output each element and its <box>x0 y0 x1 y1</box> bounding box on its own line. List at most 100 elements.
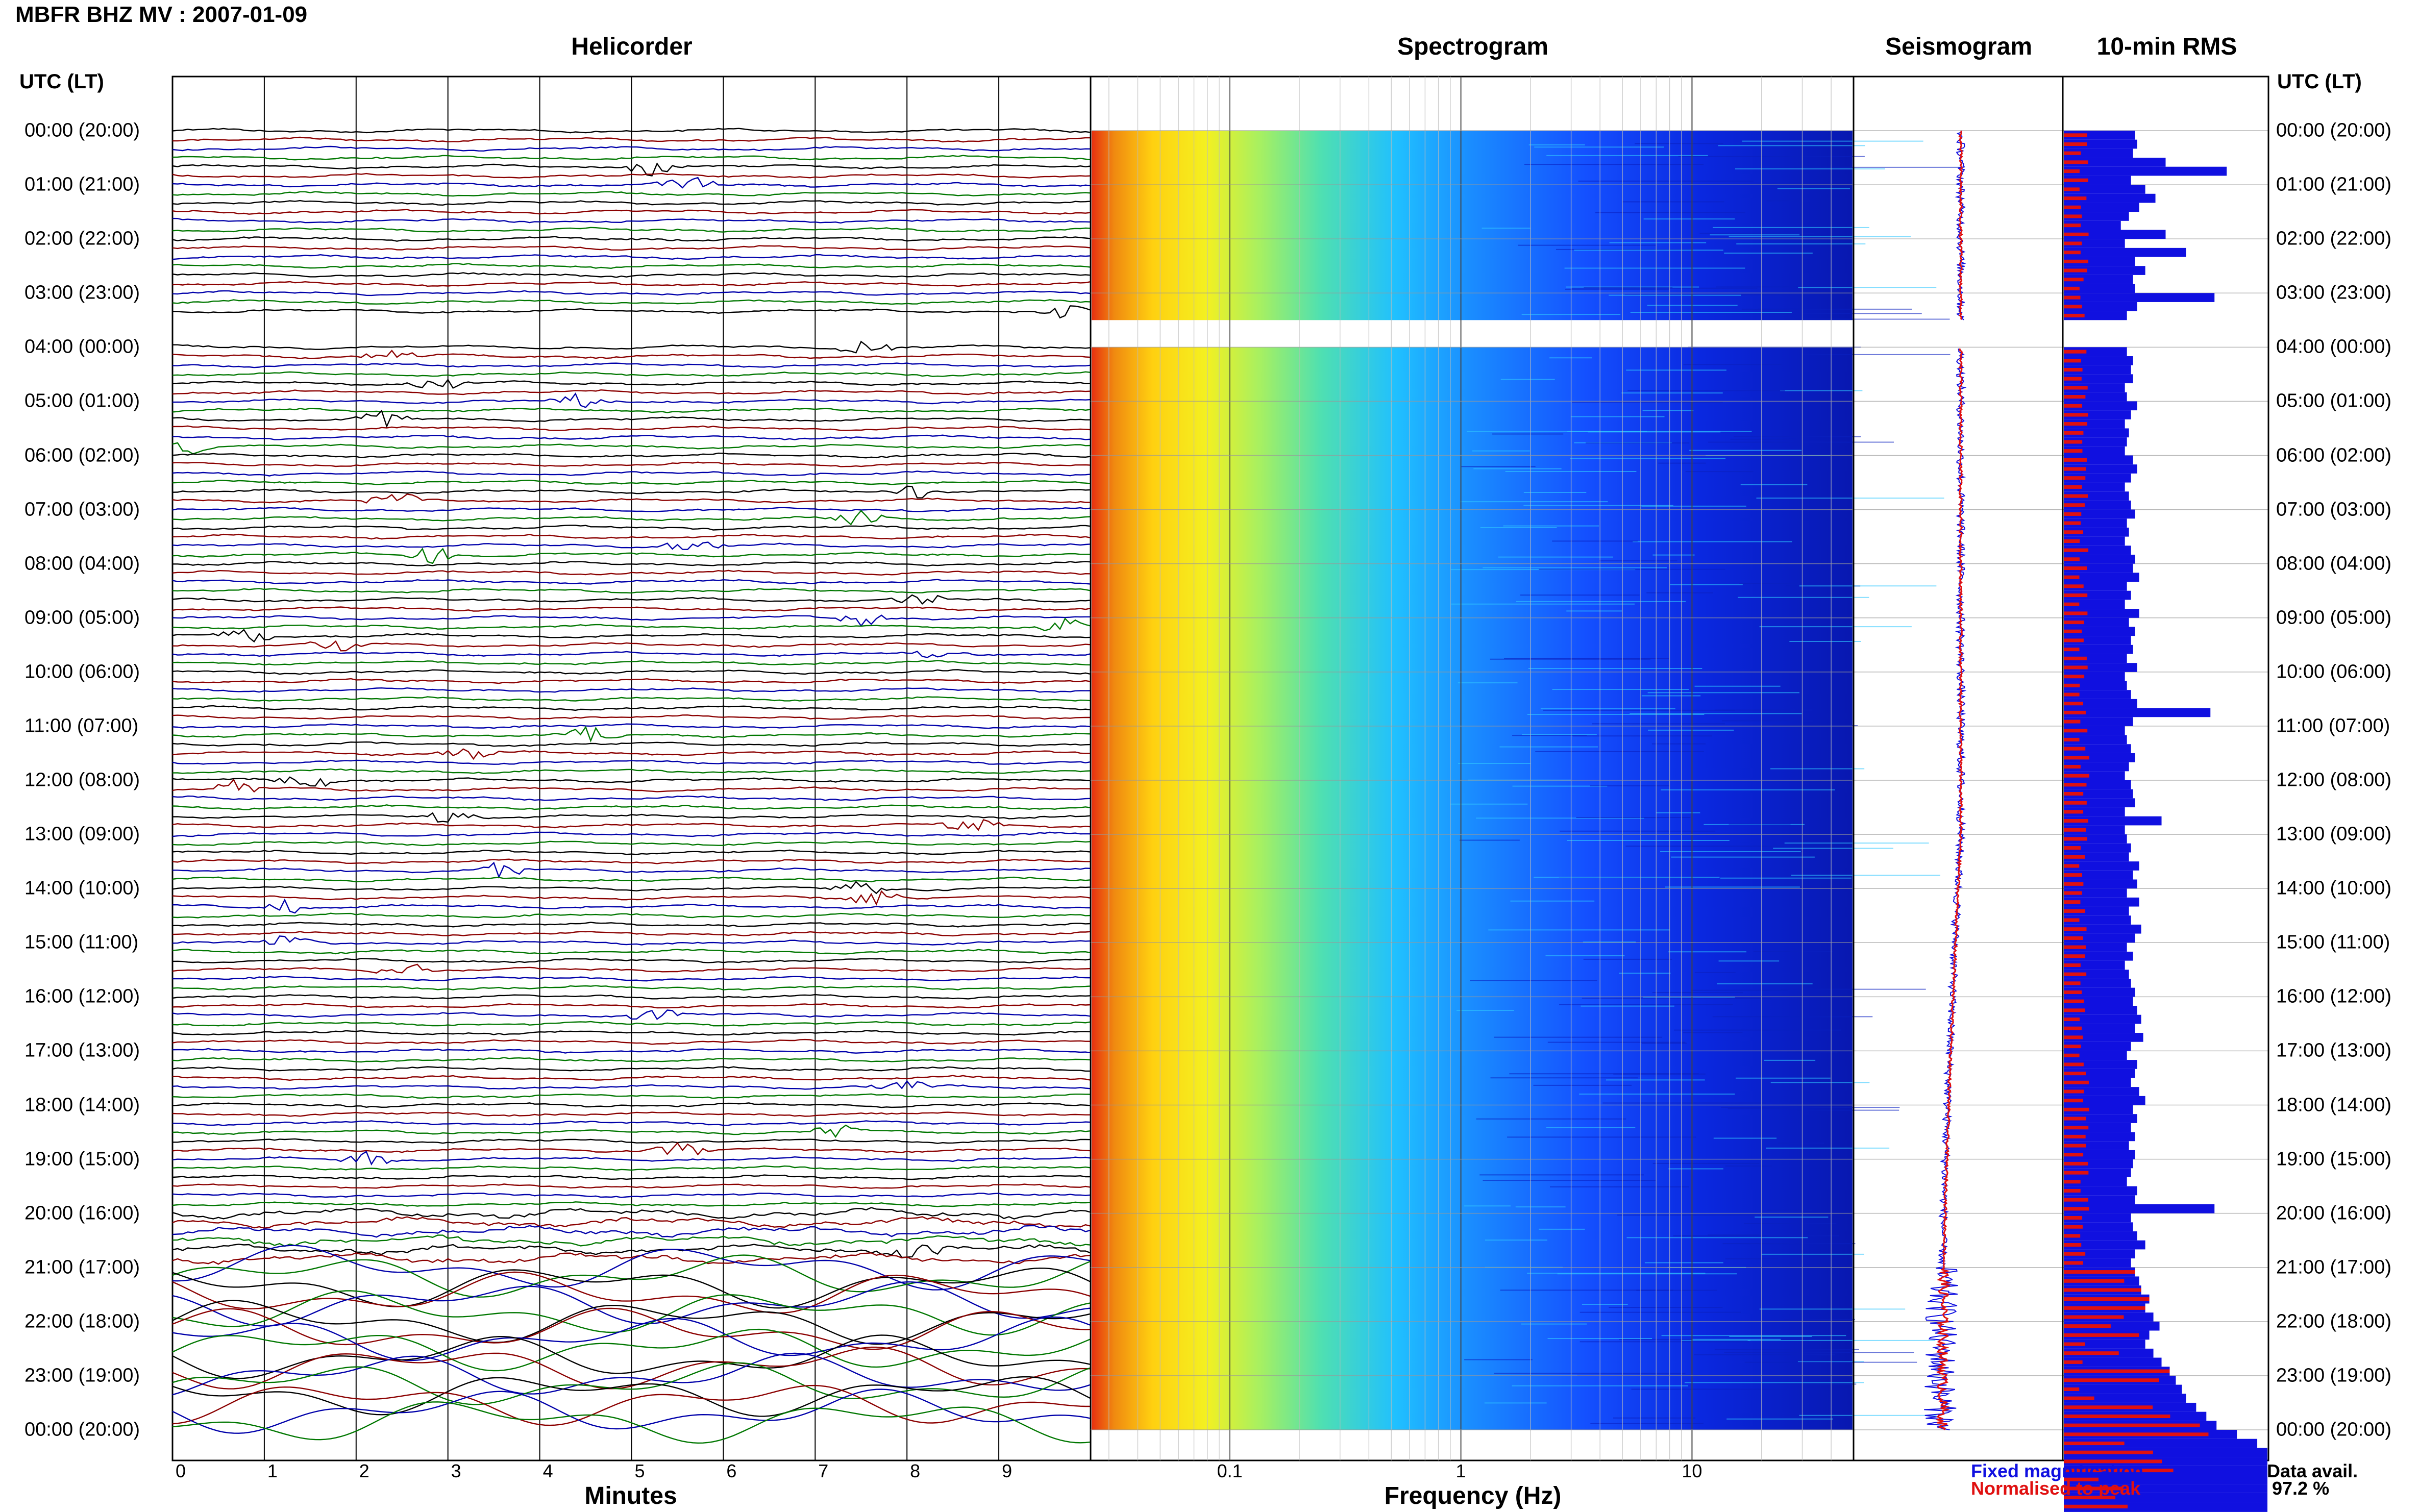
legend-normalised: Normalised to peak <box>1971 1478 2141 1499</box>
rms-bar-fixed <box>2064 428 2129 438</box>
rms-bar-normalised <box>2064 1126 2089 1130</box>
helicorder-trace <box>172 1066 1091 1072</box>
time-label-right: 19:00 (15:00) <box>2276 1148 2392 1170</box>
rms-bar-normalised <box>2064 891 2082 895</box>
helicorder-trace <box>172 795 1091 801</box>
time-label-left: 08:00 (04:00) <box>24 553 140 575</box>
helicorder-trace <box>172 191 1091 197</box>
rms-bar-normalised <box>2064 1279 2125 1283</box>
helicorder-trace <box>172 861 1091 879</box>
rms-bar-normalised <box>2064 1225 2083 1229</box>
rms-bar-fixed <box>2064 1159 2133 1169</box>
time-label-left: 11:00 (07:00) <box>24 715 139 737</box>
helicorder-trace <box>172 723 1091 729</box>
rms-bar-fixed <box>2064 1384 2182 1394</box>
time-label-right: 06:00 (02:00) <box>2276 444 2392 466</box>
helicorder-trace <box>172 1038 1091 1045</box>
helicorder-trace <box>172 1111 1091 1117</box>
helicorder-trace <box>172 1267 1091 1309</box>
helicorder-trace <box>172 1328 1091 1372</box>
helicorder-trace <box>172 748 1091 760</box>
rms-title: 10-min RMS <box>2096 33 2237 60</box>
rms-bar-normalised <box>2064 756 2089 760</box>
rms-bar-normalised <box>2064 801 2087 805</box>
rms-bar-fixed <box>2064 546 2131 555</box>
helicorder-trace <box>172 1102 1091 1108</box>
rms-bar-normalised <box>2064 539 2080 543</box>
helicorder-trace <box>172 660 1091 666</box>
helicorder-trace <box>172 726 1091 743</box>
rms-bar-normalised <box>2064 1008 2085 1012</box>
rms-bar-fixed <box>2064 753 2135 762</box>
helicorder-trace <box>172 1234 1091 1247</box>
rms-bar-normalised <box>2064 1144 2086 1148</box>
rms-bar-normalised <box>2064 810 2084 814</box>
minute-tick-label: 3 <box>451 1460 461 1481</box>
helicorder-trace <box>172 858 1091 864</box>
helicorder-trace <box>172 912 1091 919</box>
helicorder-trace <box>172 588 1091 594</box>
rms-bar-normalised <box>2064 224 2081 228</box>
rms-bar-normalised <box>2064 846 2081 850</box>
helicorder-trace <box>172 392 1091 408</box>
time-label-left: 07:00 (03:00) <box>24 499 140 520</box>
time-label-left: 04:00 (00:00) <box>24 336 140 358</box>
rms-bar-fixed <box>2064 960 2125 970</box>
rms-bar-fixed <box>2064 392 2127 402</box>
seismogram-normalised-trace <box>1935 130 1964 1430</box>
time-label-left: 18:00 (14:00) <box>24 1094 140 1116</box>
helicorder-trace <box>172 425 1091 431</box>
helicorder-trace <box>172 1244 1091 1258</box>
helicorder-trace <box>172 480 1091 485</box>
rms-bar-fixed <box>2064 600 2125 609</box>
helicorder-trace <box>172 493 1091 504</box>
rms-bar-normalised <box>2064 1333 2139 1337</box>
helicorder-title: Helicorder <box>571 33 693 60</box>
helicorder-trace <box>172 651 1091 658</box>
helicorder-trace <box>172 1193 1091 1198</box>
rms-bar-normalised <box>2064 783 2087 787</box>
helicorder-trace <box>172 1151 1091 1166</box>
time-label-right: 11:00 (07:00) <box>2276 715 2390 737</box>
rms-bar-normalised <box>2064 1504 2128 1508</box>
rms-bar-fixed <box>2064 987 2135 997</box>
rms-bar-normalised <box>2064 1153 2084 1157</box>
helicorder-trace <box>172 209 1091 215</box>
rms-bar-normalised <box>2064 675 2085 679</box>
helicorder-trace <box>172 299 1091 305</box>
rms-bar-normalised <box>2064 791 2084 796</box>
rms-bar-fixed <box>2064 807 2125 816</box>
rms-bar-normalised <box>2064 683 2080 687</box>
time-label-left: 21:00 (17:00) <box>24 1256 140 1278</box>
rms-bar-normalised <box>2064 1432 2209 1436</box>
helicorder-trace <box>172 1174 1091 1180</box>
rms-bar-fixed <box>2064 383 2125 392</box>
rms-bar-normalised <box>2064 449 2083 453</box>
rms-bar-normalised <box>2064 485 2082 489</box>
rms-bar-normalised <box>2064 160 2088 164</box>
rms-bar-fixed <box>2064 708 2211 717</box>
helicorder-trace <box>172 1389 1091 1434</box>
rms-bar-fixed <box>2064 1186 2137 1196</box>
rms-bar-fixed <box>2064 582 2127 591</box>
rms-bar-normalised <box>2064 1315 2124 1319</box>
rms-bar-fixed <box>2064 437 2127 447</box>
helicorder-trace <box>172 705 1091 711</box>
helicorder-trace <box>172 1124 1091 1138</box>
rms-bar-fixed <box>2064 933 2135 943</box>
rms-bar-normalised <box>2064 1342 2085 1346</box>
rms-bar-normalised <box>2064 1171 2089 1175</box>
rms-bar-normalised <box>2064 981 2081 985</box>
rms-bar-normalised <box>2064 1252 2086 1256</box>
rms-bar-normalised <box>2064 702 2083 706</box>
rms-bar-normalised <box>2064 1117 2086 1121</box>
time-label-right: 03:00 (23:00) <box>2276 282 2392 304</box>
rms-bar-fixed <box>2064 131 2135 140</box>
helicorder-trace <box>172 172 1091 179</box>
rms-bar-fixed <box>2064 1051 2127 1060</box>
rms-bar-fixed <box>2064 1141 2129 1150</box>
time-label-right: 09:00 (05:00) <box>2276 607 2392 629</box>
rms-bar-fixed <box>2064 735 2127 745</box>
rms-bar-fixed <box>2064 1177 2127 1186</box>
rms-bar-normalised <box>2064 1072 2086 1076</box>
